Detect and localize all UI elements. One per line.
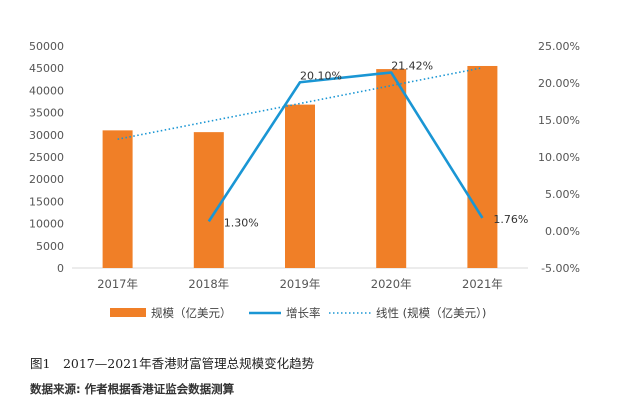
left-axis-ticks: 0 5000 10000 15000 20000 25000 30000 35000 40000…	[29, 40, 64, 275]
right-axis-tick-label: 20.00%	[538, 77, 580, 90]
x-axis-category-label: 2018年	[188, 277, 229, 291]
left-axis-tick-label: 0	[57, 262, 64, 275]
left-axis-tick-label: 5000	[36, 240, 64, 253]
category-labels: 2017年 2018年 2019年 2020年 2021年	[97, 277, 503, 291]
legend-label: 线性 (规模（亿美元）)	[376, 306, 486, 320]
right-axis-tick-label: 10.00%	[538, 151, 580, 164]
bar	[102, 130, 133, 268]
legend-bar-swatch	[110, 308, 146, 317]
x-axis-category-label: 2021年	[462, 277, 503, 291]
right-axis-ticks: -5.00% 0.00% 5.00% 10.00% 15.00% 20.00% 25.00%	[538, 40, 580, 275]
growth-data-label: 21.42%	[391, 59, 433, 72]
growth-data-label: 1.30%	[224, 216, 259, 229]
growth-line-series: 1.30% 20.10% 21.42% 1.76%	[207, 59, 528, 229]
growth-data-label: 1.76%	[493, 213, 528, 226]
bar	[376, 69, 407, 268]
bar	[285, 104, 315, 268]
x-axis-category-label: 2017年	[97, 277, 138, 291]
right-axis-tick-label: -5.00%	[541, 262, 580, 275]
right-axis-tick-label: 0.00%	[545, 225, 580, 238]
growth-line	[207, 71, 484, 223]
left-axis-tick-label: 20000	[29, 173, 64, 186]
right-axis-tick-label: 15.00%	[538, 114, 580, 127]
left-axis-tick-label: 15000	[29, 195, 64, 208]
bar	[193, 132, 224, 268]
legend: 规模（亿美元） 增长率 线性 (规模（亿美元）)	[110, 306, 486, 320]
chart: 0 5000 10000 15000 20000 25000 30000 35000 40000…	[29, 40, 580, 320]
legend-label: 增长率	[286, 306, 321, 320]
right-axis-tick-label: 25.00%	[538, 40, 580, 53]
left-axis-tick-label: 40000	[29, 84, 64, 97]
data-source-note: 数据来源: 作者根据香港证监会数据测算	[30, 382, 235, 396]
legend-label: 规模（亿美元）	[151, 306, 232, 320]
growth-data-label: 20.10%	[300, 69, 342, 82]
left-axis-tick-label: 30000	[29, 129, 64, 142]
left-axis-tick-label: 50000	[29, 40, 64, 53]
bar	[467, 65, 498, 268]
left-axis-tick-label: 45000	[29, 62, 64, 75]
x-axis-category-label: 2020年	[371, 277, 412, 291]
bar-series	[102, 65, 498, 268]
left-axis-tick-label: 25000	[29, 151, 64, 164]
left-axis-tick-label: 10000	[29, 218, 64, 231]
figure-caption: 图1 2017—2021年香港财富管理总规模变化趋势	[30, 356, 315, 371]
left-axis-tick-label: 35000	[29, 107, 64, 120]
right-axis-tick-label: 5.00%	[545, 188, 580, 201]
x-axis-category-label: 2019年	[280, 277, 321, 291]
